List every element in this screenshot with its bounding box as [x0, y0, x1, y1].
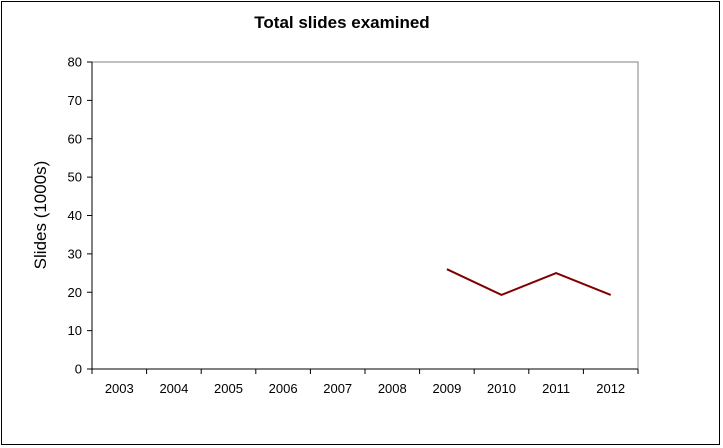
y-axis-ticks: 0 10 20 30 40 50 60 70 80 — [68, 55, 93, 377]
y-tick-label: 20 — [68, 285, 82, 300]
x-axis-ticks: 2003 2004 2005 2006 2007 2008 2009 2010 2011 2012 — [91, 368, 639, 396]
y-tick-label: 60 — [68, 131, 82, 146]
y-tick-label: 40 — [68, 208, 82, 223]
x-tick-label: 2003 — [105, 381, 134, 396]
x-tick-label: 2006 — [269, 381, 298, 396]
y-axis-label: Slides (1000s) — [31, 161, 50, 270]
x-tick-label: 2004 — [159, 381, 188, 396]
y-tick-label: 80 — [68, 55, 82, 70]
y-tick-label: 10 — [68, 323, 82, 338]
x-tick-label: 2009 — [432, 381, 461, 396]
series-layer — [446, 268, 612, 296]
x-tick-label: 2011 — [542, 381, 570, 396]
x-tick-label: 2010 — [487, 381, 516, 396]
y-tick-label: 70 — [68, 93, 82, 108]
plot-area-border — [91, 61, 639, 370]
x-tick-label: 2008 — [378, 381, 407, 396]
x-tick-label: 2005 — [214, 381, 243, 396]
y-tick-label: 50 — [68, 170, 82, 185]
x-tick-label: 2012 — [596, 381, 625, 396]
x-tick-label: 2007 — [323, 381, 352, 396]
y-tick-label: 30 — [68, 246, 82, 261]
chart-title: Total slides examined — [254, 13, 429, 32]
y-tick-label: 0 — [75, 362, 82, 377]
series-line — [446, 268, 612, 296]
